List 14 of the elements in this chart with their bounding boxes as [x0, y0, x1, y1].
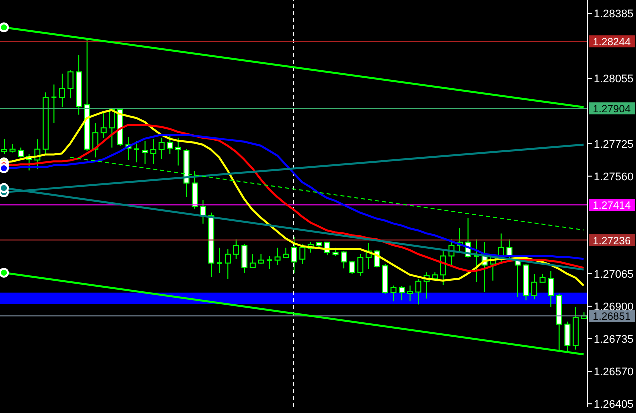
y-tick-label: 1.26735	[594, 334, 634, 346]
ref-line-label: 1.26851	[593, 311, 632, 324]
y-tick-label: 1.28385	[594, 8, 634, 21]
y-tick-label: 1.27065	[594, 268, 634, 281]
y-tick-label: 1.26900	[594, 301, 634, 314]
y-tick-label: 1.27725	[594, 138, 634, 151]
y-tick-label: 1.26405	[594, 398, 634, 411]
y-tick-label: 1.28055	[594, 74, 634, 86]
y-tick-label: 1.27560	[594, 171, 634, 184]
ref-line-label: 1.27904	[593, 104, 632, 116]
y-tick-label: 1.26570	[594, 366, 634, 378]
ref-line-label: 1.28244	[593, 36, 632, 49]
ref-line-label: 1.27414	[593, 200, 632, 212]
ref-line-label: 1.27236	[593, 235, 632, 248]
